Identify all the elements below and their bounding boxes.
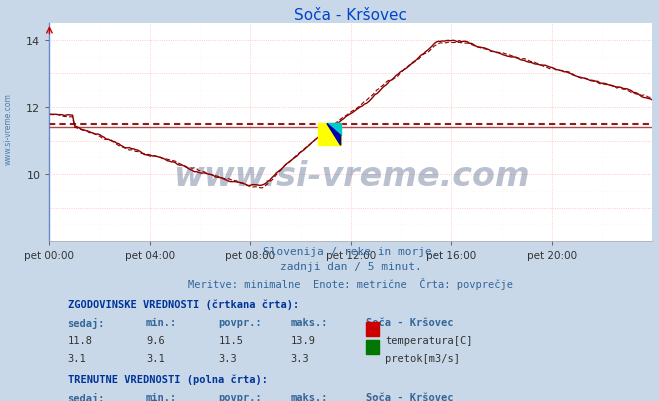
Text: ZGODOVINSKE VREDNOSTI (črtkana črta):: ZGODOVINSKE VREDNOSTI (črtkana črta):: [67, 299, 299, 310]
Polygon shape: [327, 124, 341, 146]
Text: 11.8: 11.8: [67, 335, 92, 345]
Text: povpr.:: povpr.:: [218, 391, 262, 401]
Text: www.si-vreme.com: www.si-vreme.com: [3, 93, 13, 164]
Text: pretok[m3/s]: pretok[m3/s]: [386, 353, 460, 363]
Text: 13.9: 13.9: [291, 335, 316, 345]
Text: Soča - Kršovec: Soča - Kršovec: [366, 391, 453, 401]
Bar: [366, 340, 380, 354]
Text: min.:: min.:: [146, 391, 177, 401]
Polygon shape: [327, 124, 341, 136]
Text: Slovenija / reke in morje.: Slovenija / reke in morje.: [263, 246, 439, 256]
Text: maks.:: maks.:: [291, 391, 328, 401]
Bar: [366, 397, 380, 401]
Text: Meritve: minimalne  Enote: metrične  Črta: povprečje: Meritve: minimalne Enote: metrične Črta:…: [188, 277, 513, 289]
Title: Soča - Kršovec: Soča - Kršovec: [295, 8, 407, 23]
Text: 3.3: 3.3: [291, 353, 309, 363]
Text: 3.3: 3.3: [218, 353, 237, 363]
Text: min.:: min.:: [146, 317, 177, 327]
Text: TRENUTNE VREDNOSTI (polna črta):: TRENUTNE VREDNOSTI (polna črta):: [67, 374, 268, 384]
Text: www.si-vreme.com: www.si-vreme.com: [173, 160, 529, 193]
Text: maks.:: maks.:: [291, 317, 328, 327]
Text: 11.5: 11.5: [218, 335, 243, 345]
Bar: [366, 322, 380, 336]
Text: sedaj:: sedaj:: [67, 391, 105, 401]
Text: 9.6: 9.6: [146, 335, 165, 345]
Text: zadnji dan / 5 minut.: zadnji dan / 5 minut.: [280, 262, 422, 272]
Text: sedaj:: sedaj:: [67, 317, 105, 328]
Text: 3.1: 3.1: [67, 353, 86, 363]
Text: povpr.:: povpr.:: [218, 317, 262, 327]
Bar: [318, 124, 341, 146]
Text: 3.1: 3.1: [146, 353, 165, 363]
Text: Soča - Kršovec: Soča - Kršovec: [366, 317, 453, 327]
Text: temperatura[C]: temperatura[C]: [386, 335, 473, 345]
